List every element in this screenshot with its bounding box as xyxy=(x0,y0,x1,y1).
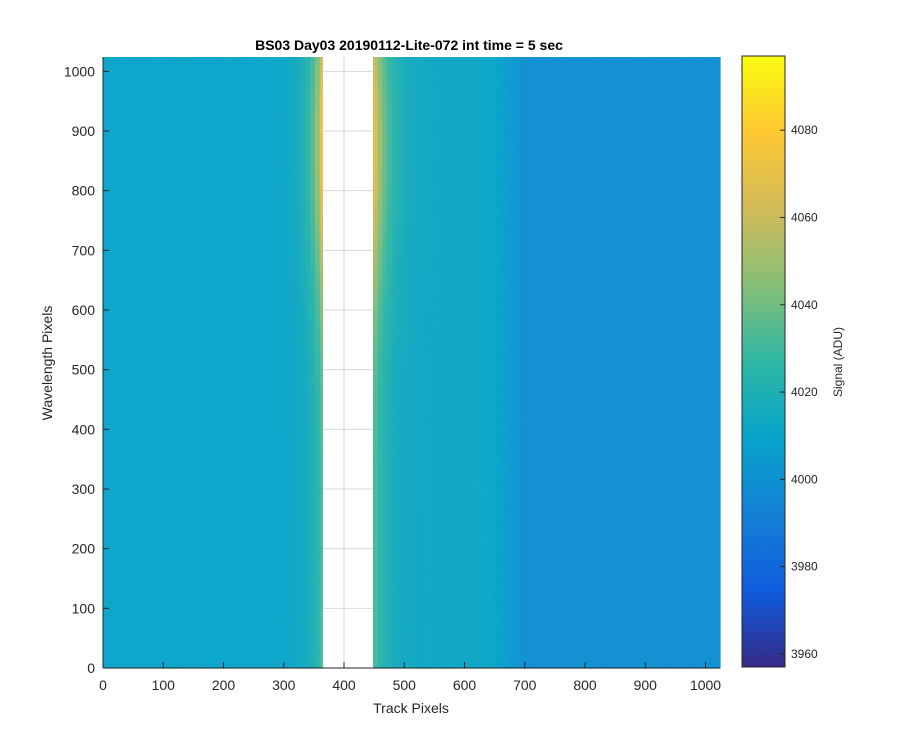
plot-area xyxy=(102,57,721,669)
chart-title: BS03 Day03 20190112-Lite-072 int time = … xyxy=(255,37,563,53)
